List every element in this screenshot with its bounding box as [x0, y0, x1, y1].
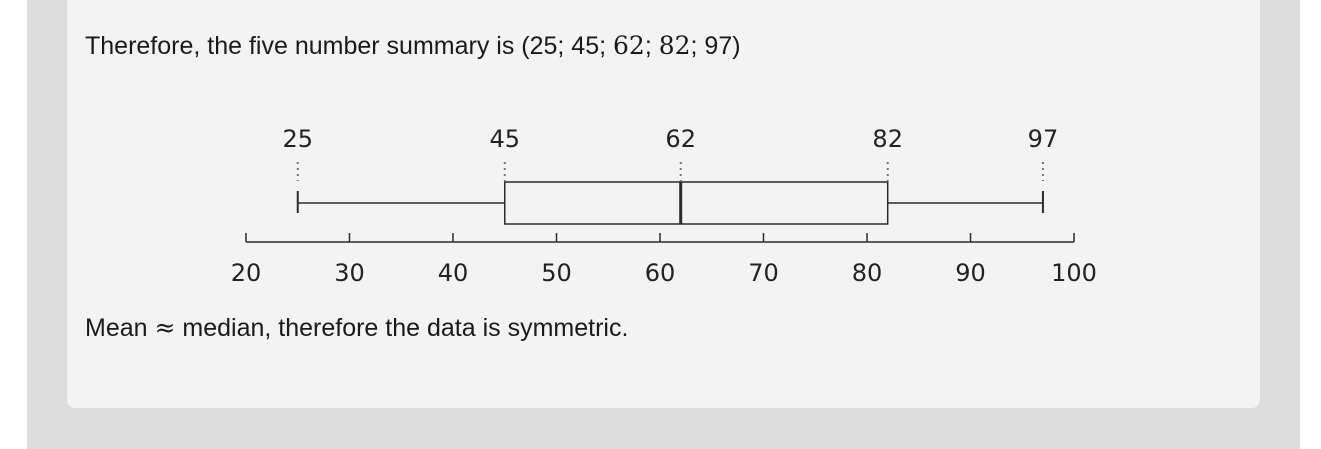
page-background: Therefore, the five number summary is (2…	[27, 0, 1300, 449]
approx-equal-symbol: ≈	[154, 313, 176, 342]
five-number-summary-text: Therefore, the five number summary is (2…	[85, 31, 741, 61]
value-label: 45	[489, 125, 520, 153]
x-tick-label: 40	[438, 259, 469, 287]
x-tick-label: 70	[748, 259, 779, 287]
x-tick-label: 30	[334, 259, 365, 287]
interquartile-box	[504, 181, 889, 225]
summary-suffix: ; 97)	[690, 32, 741, 60]
x-tick-label: 90	[955, 259, 986, 287]
summary-q3-value: 82	[658, 31, 691, 60]
symmetry-statement: median, therefore the data is symmetric.	[175, 314, 629, 342]
x-tick-label: 20	[231, 259, 262, 287]
summary-median-value: 62	[613, 31, 645, 60]
value-label: 25	[282, 125, 313, 153]
x-tick-label: 80	[852, 259, 883, 287]
x-tick-label: 100	[1051, 259, 1097, 287]
symmetry-conclusion-text: Mean ≈ median, therefore the data is sym…	[85, 313, 628, 343]
x-tick-label: 60	[645, 259, 676, 287]
value-label: 62	[665, 125, 696, 153]
x-tick-label: 50	[541, 259, 572, 287]
value-label: 82	[872, 125, 903, 153]
mean-label: Mean	[85, 314, 155, 342]
summary-prefix: Therefore, the five number summary is (2…	[85, 32, 613, 60]
solution-card: Therefore, the five number summary is (2…	[67, 0, 1260, 408]
value-label: 97	[1028, 125, 1059, 153]
summary-separator: ;	[644, 32, 659, 60]
